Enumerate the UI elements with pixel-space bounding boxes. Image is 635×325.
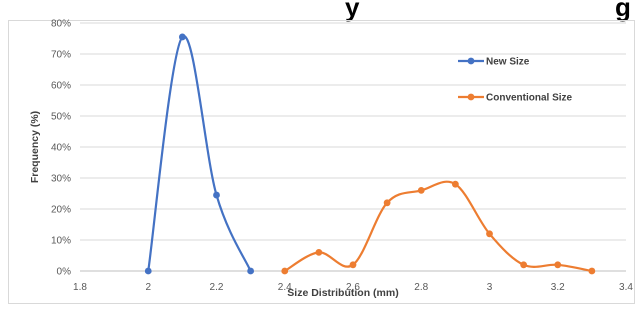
legend-label: Conventional Size [486,93,573,104]
x-tick-label: 2 [145,282,151,293]
y-axis-title: Frequency (%) [29,111,41,183]
x-tick-label: 2.2 [210,282,224,293]
x-tick-label: 3.2 [551,282,565,293]
series-group [144,33,596,275]
data-point [520,261,528,269]
y-tick-label: 0% [57,267,72,278]
y-tick-label: 50% [51,112,71,123]
data-point [451,180,459,188]
title-fragment-right: g [615,0,631,22]
chart-border [8,20,635,304]
y-tick-label: 60% [51,81,71,92]
y-tick-label: 30% [51,174,71,185]
x-tick-label: 1.8 [73,282,87,293]
legend-marker [467,57,475,65]
y-tick-label: 40% [51,143,71,154]
legend-label: New Size [486,57,530,68]
y-tick-label: 70% [51,50,71,61]
series-line [284,180,593,273]
data-point [213,191,220,199]
x-tick-label: 2.6 [346,282,360,293]
data-point [554,261,562,269]
x-axis-title: Size Distribution (mm) [287,287,398,299]
legend: New Size Conventional Size [458,57,573,104]
data-point [144,267,152,275]
x-tick-label: 2.8 [414,282,428,293]
legend-marker [467,93,475,101]
y-tick-label: 80% [51,19,71,30]
data-point [486,230,493,238]
x-tick-label: 3.4 [619,282,633,293]
data-point [417,187,425,194]
x-tick-label: 3 [487,282,493,293]
data-point [349,261,357,269]
data-point [281,267,289,275]
y-tick-label: 20% [51,205,71,216]
series-line [147,35,252,272]
data-point [588,267,596,275]
y-tick-label: 10% [51,236,71,247]
data-point [383,199,391,207]
x-axis-ticks: 1.8 2 2.2 2.4 2.6 2.8 3 3.2 3.4 [73,282,633,293]
title-fragment-left: y [345,0,360,22]
y-axis-ticks: 0% 10% 20% 30% 40% 50% 60% 70% 80% [51,19,71,278]
data-point [247,267,255,275]
data-point [315,249,323,256]
data-point [178,33,186,41]
x-tick-label: 2.4 [278,282,292,293]
